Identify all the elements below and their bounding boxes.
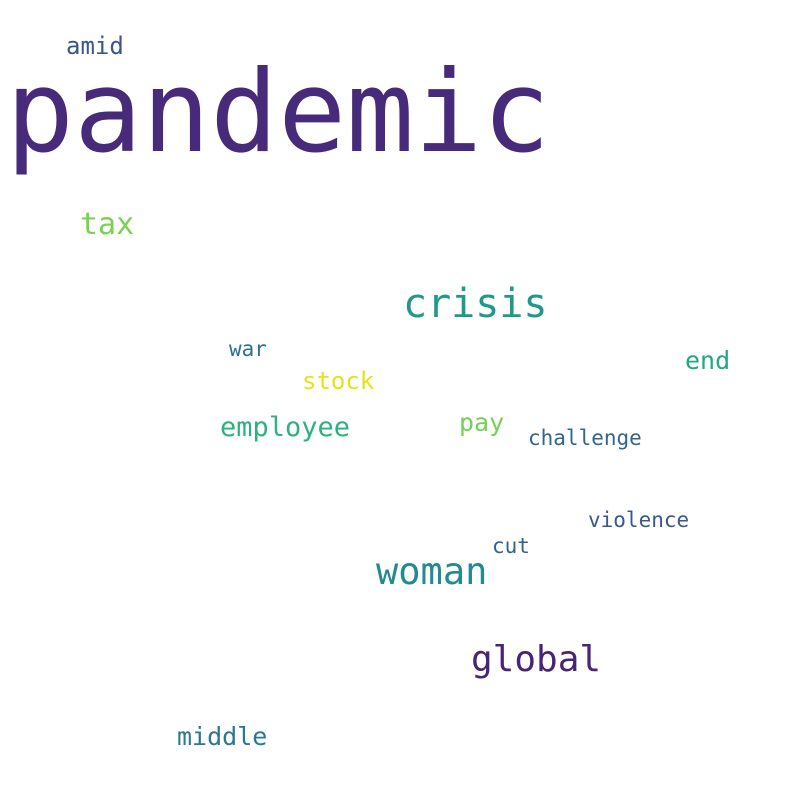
word-pandemic: pandemic (6, 46, 551, 178)
word-challenge: challenge (528, 426, 642, 450)
word-pay: pay (459, 408, 505, 437)
word-violence: violence (588, 508, 690, 532)
word-end: end (685, 346, 731, 375)
word-war: war (229, 337, 267, 361)
word-stock: stock (302, 367, 375, 395)
word-woman: woman (376, 550, 488, 593)
word-global: global (471, 639, 602, 680)
word-middle: middle (177, 722, 268, 751)
word-amid: amid (66, 32, 124, 60)
word-crisis: crisis (403, 281, 548, 327)
word-employee: employee (220, 412, 351, 443)
word-cut: cut (492, 534, 530, 558)
word-tax: tax (80, 207, 135, 242)
